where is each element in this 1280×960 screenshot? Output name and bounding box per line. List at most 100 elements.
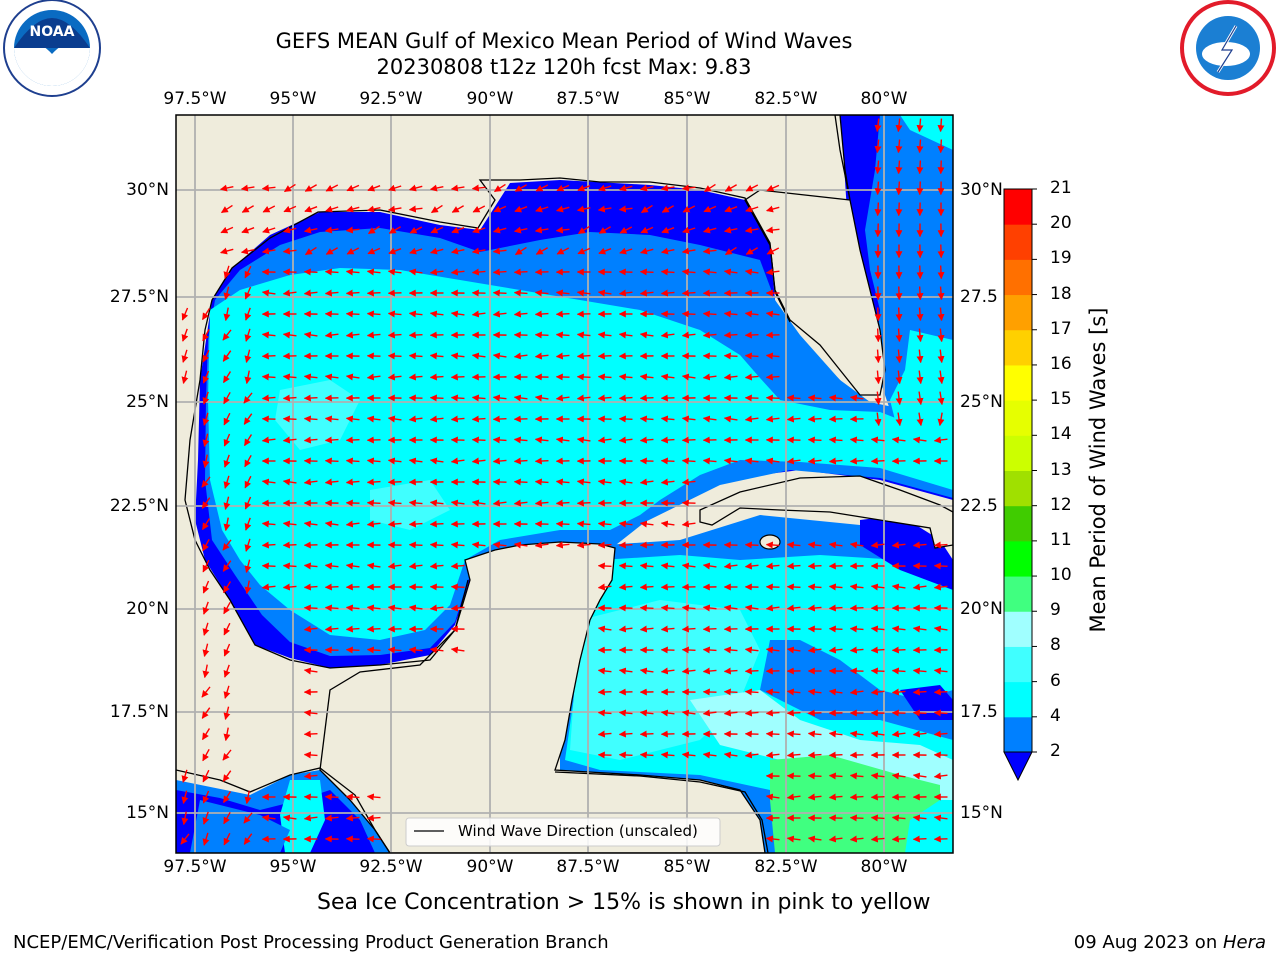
wind-arrow: [222, 770, 232, 782]
wind-arrow: [828, 457, 843, 465]
wind-arrow: [450, 310, 465, 318]
wind-arrow: [303, 226, 318, 234]
wind-arrow: [202, 580, 210, 594]
wind-arrow: [577, 247, 591, 255]
wind-arrow: [202, 664, 210, 679]
wind-arrow: [303, 730, 318, 738]
wind-arrow: [849, 625, 864, 633]
lat-tick-right: 25°N: [960, 392, 1003, 412]
wind-arrow: [261, 331, 276, 339]
wind-arrow: [303, 562, 318, 570]
wind-arrow: [702, 268, 717, 276]
wind-arrow: [874, 181, 882, 196]
wind-arrow: [597, 289, 612, 297]
wind-arrow: [181, 811, 189, 826]
lon-tick-top: 85°W: [663, 89, 711, 109]
wind-arrow: [282, 814, 297, 822]
wind-arrow: [870, 772, 885, 780]
wind-arrow: [874, 370, 882, 385]
wind-arrow: [430, 204, 443, 214]
colorbar-tick-label: 12: [1050, 494, 1072, 515]
wind-arrow: [180, 833, 190, 845]
wind-arrow: [639, 289, 654, 297]
wind-arrow: [639, 415, 654, 423]
wind-arrow: [534, 541, 549, 549]
wind-arrow: [597, 478, 612, 486]
wind-arrow: [597, 667, 612, 675]
wind-arrow: [765, 457, 780, 465]
wind-arrow: [933, 562, 948, 570]
colorbar-segment: [1004, 576, 1032, 612]
colorbar-segment: [1004, 224, 1032, 260]
wind-arrow: [223, 286, 231, 300]
wind-arrow: [937, 118, 945, 133]
wind-arrow: [325, 247, 338, 255]
wind-arrow: [870, 457, 885, 465]
wind-arrow: [723, 457, 738, 465]
wind-arrow: [807, 793, 822, 801]
wind-arrow: [388, 226, 401, 234]
wind-arrow: [244, 307, 252, 321]
wind-arrow: [618, 331, 633, 339]
wind-arrow: [282, 373, 297, 381]
isle-land: [759, 534, 781, 550]
wind-arrow: [534, 499, 549, 507]
wind-arrow: [201, 707, 211, 719]
wind-arrow: [765, 373, 780, 381]
wind-arrow: [492, 499, 507, 507]
wind-arrow: [303, 394, 318, 402]
wind-arrow: [261, 583, 276, 591]
wind-arrow: [765, 646, 780, 654]
honduras-coast: [554, 771, 769, 853]
wind-arrow: [618, 730, 633, 738]
wind-arrow: [201, 476, 211, 488]
wind-arrow: [744, 457, 759, 465]
wind-arrow: [513, 541, 528, 549]
wind-arrow: [282, 436, 297, 444]
wind-arrow: [471, 247, 486, 255]
wind-arrow: [807, 646, 822, 654]
colorbar-tick-label: 21: [1050, 178, 1072, 198]
sea-ice-note: Sea Ice Concentration > 15% is shown in …: [317, 890, 931, 915]
wind-arrow: [262, 226, 276, 234]
wind-arrow: [702, 247, 717, 255]
chart-title: GEFS MEAN Gulf of Mexico Mean Period of …: [275, 29, 853, 53]
wind-arrow: [202, 433, 210, 447]
wind-arrow: [744, 268, 759, 276]
wind-arrow: [345, 814, 360, 822]
wind-arrow: [408, 541, 423, 549]
wind-arrow: [513, 268, 528, 276]
wind-arrow: [366, 415, 381, 423]
colorbar-segment: [1004, 681, 1032, 718]
wind-arrow: [660, 457, 675, 465]
wind-arrow: [345, 289, 360, 297]
wind-arrow: [849, 604, 864, 612]
wind-arrow: [640, 247, 654, 255]
wind-arrow: [243, 392, 253, 404]
wind-arrow: [786, 751, 801, 759]
wind-arrow: [916, 412, 924, 427]
wind-arrow: [345, 625, 360, 633]
wind-arrow: [429, 373, 444, 381]
lon-tick-top: 92.5°W: [359, 89, 423, 109]
wind-arrow: [916, 370, 924, 385]
wind-arrow: [282, 583, 297, 591]
wind-arrow: [324, 793, 339, 801]
wind-arrow: [303, 814, 318, 822]
wind-arrow: [367, 247, 381, 255]
wind-arrow: [555, 352, 570, 360]
wind-arrow: [786, 604, 801, 612]
wind-arrow: [282, 331, 297, 339]
wind-arrow: [429, 499, 444, 507]
wind-arrow: [555, 499, 570, 507]
wind-arrow: [345, 310, 360, 318]
wind-arrow: [703, 226, 717, 234]
wind-arrow: [744, 709, 759, 717]
wind-arrow: [303, 415, 318, 423]
wind-arrow: [304, 184, 317, 192]
wind-arrow: [744, 541, 759, 549]
lon-tick-bottom: 97.5°W: [163, 857, 227, 877]
wind-arrow: [916, 139, 924, 154]
wind-arrow: [513, 289, 528, 297]
wind-arrow: [388, 247, 402, 255]
